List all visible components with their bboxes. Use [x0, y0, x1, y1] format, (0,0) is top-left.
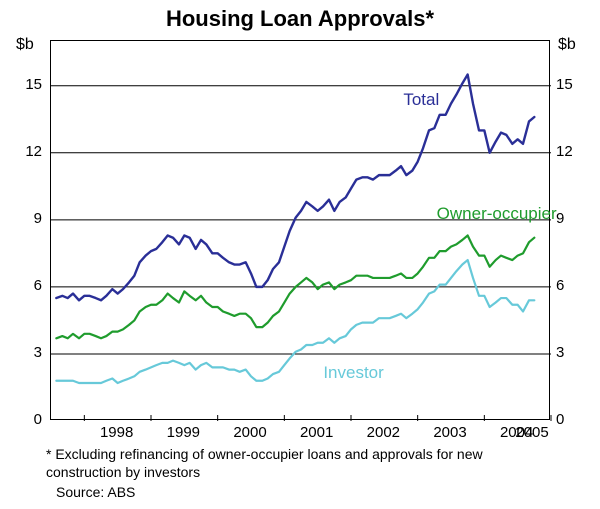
y-tick-right: 12 [556, 143, 573, 160]
series-label-owner: Owner-occupier [437, 204, 557, 224]
chart-footnote: * Excluding refinancing of owner-occupie… [46, 446, 554, 481]
y-tick-left: 15 [0, 76, 42, 93]
y-tick-right: 0 [556, 411, 564, 428]
y-axis-label-right: $b [558, 36, 576, 54]
series-total [56, 75, 534, 301]
x-tick-label: 2002 [367, 424, 400, 441]
series-investor [56, 260, 534, 383]
chart-title: Housing Loan Approvals* [0, 6, 600, 32]
series-label-total: Total [403, 90, 439, 110]
x-tick-label: 2005 [515, 424, 548, 441]
x-tick-label: 1998 [100, 424, 133, 441]
y-tick-right: 6 [556, 277, 564, 294]
y-axis-label-left: $b [16, 36, 34, 54]
y-tick-left: 12 [0, 143, 42, 160]
y-tick-left: 6 [0, 277, 42, 294]
y-tick-left: 3 [0, 344, 42, 361]
y-tick-left: 0 [0, 411, 42, 428]
y-tick-right: 15 [556, 76, 573, 93]
y-tick-right: 9 [556, 210, 564, 227]
housing-loan-chart: Housing Loan Approvals* $b $b * Excludin… [0, 0, 600, 509]
y-tick-right: 3 [556, 344, 564, 361]
x-tick-label: 1999 [167, 424, 200, 441]
chart-svg [51, 41, 551, 421]
x-tick-label: 2003 [433, 424, 466, 441]
y-tick-left: 9 [0, 210, 42, 227]
plot-area [50, 40, 550, 420]
x-tick-label: 2000 [233, 424, 266, 441]
x-tick-label: 2001 [300, 424, 333, 441]
chart-source: Source: ABS [56, 484, 135, 502]
series-label-investor: Investor [323, 363, 383, 383]
